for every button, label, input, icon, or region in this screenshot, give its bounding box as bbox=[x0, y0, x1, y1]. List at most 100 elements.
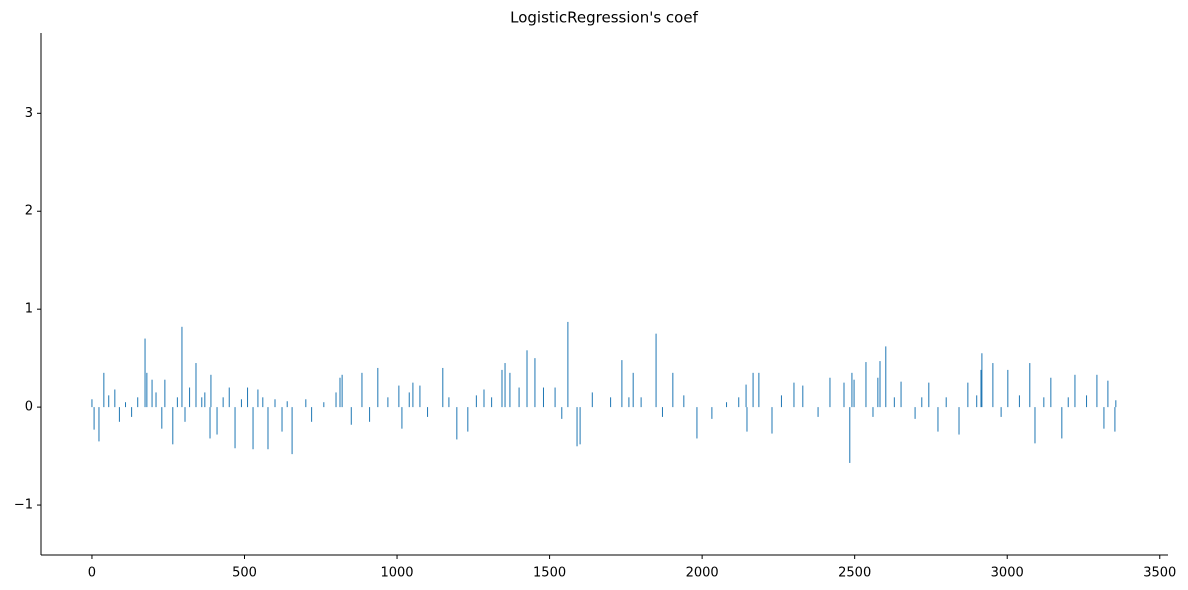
bar bbox=[144, 338, 146, 408]
bar bbox=[509, 372, 511, 408]
bar bbox=[921, 397, 923, 408]
bar bbox=[103, 372, 105, 408]
bar bbox=[1067, 397, 1069, 408]
bar bbox=[209, 407, 211, 439]
bar bbox=[640, 397, 642, 408]
bar bbox=[746, 407, 748, 432]
x-tick-label: 500 bbox=[232, 566, 257, 581]
bar bbox=[1114, 407, 1116, 432]
bar bbox=[252, 407, 254, 450]
x-tick-label: 2500 bbox=[838, 566, 871, 581]
bar bbox=[262, 397, 264, 408]
bar bbox=[1007, 369, 1009, 408]
bar bbox=[281, 407, 283, 432]
bar bbox=[865, 362, 867, 408]
bar bbox=[542, 387, 544, 408]
bar bbox=[711, 407, 713, 419]
bar bbox=[853, 379, 855, 408]
bar bbox=[1034, 407, 1036, 444]
bar bbox=[534, 358, 536, 408]
bar bbox=[1074, 374, 1076, 408]
bar bbox=[257, 389, 259, 408]
bar bbox=[201, 397, 203, 408]
bar bbox=[475, 395, 477, 408]
bar bbox=[222, 397, 224, 408]
x-tick-label: 3500 bbox=[1143, 566, 1176, 581]
bar bbox=[504, 363, 506, 408]
bar bbox=[1103, 407, 1105, 429]
bar bbox=[655, 333, 657, 408]
bar bbox=[161, 407, 163, 429]
bar bbox=[1043, 397, 1045, 408]
x-tick-label: 1000 bbox=[380, 566, 413, 581]
bar bbox=[176, 397, 178, 408]
bar bbox=[305, 399, 307, 408]
bar bbox=[752, 372, 754, 408]
bar bbox=[518, 387, 520, 408]
bar bbox=[879, 361, 881, 408]
bar bbox=[155, 392, 157, 408]
bar bbox=[877, 377, 879, 408]
bar bbox=[267, 407, 269, 450]
bar bbox=[369, 407, 371, 422]
bar bbox=[408, 392, 410, 408]
bar bbox=[125, 402, 127, 408]
bar bbox=[228, 387, 230, 408]
bar bbox=[189, 387, 191, 408]
bar bbox=[131, 407, 133, 417]
bar bbox=[311, 407, 313, 422]
bar bbox=[872, 407, 874, 417]
bar bbox=[412, 382, 414, 408]
bar bbox=[291, 407, 293, 455]
bar bbox=[240, 399, 242, 408]
bar bbox=[442, 367, 444, 408]
bar bbox=[980, 369, 982, 408]
bar bbox=[945, 397, 947, 408]
bar bbox=[339, 377, 341, 408]
bar bbox=[793, 382, 795, 408]
bar bbox=[976, 395, 978, 408]
x-tick-label: 0 bbox=[88, 566, 96, 581]
x-tick-label: 2000 bbox=[686, 566, 719, 581]
bar bbox=[937, 407, 939, 432]
bar bbox=[483, 389, 485, 408]
bar bbox=[398, 385, 400, 408]
bar bbox=[802, 385, 804, 408]
bar bbox=[928, 382, 930, 408]
bar bbox=[683, 395, 685, 408]
bar bbox=[628, 397, 630, 408]
bar bbox=[114, 389, 116, 408]
bar bbox=[210, 374, 212, 408]
bar bbox=[726, 402, 728, 408]
bar bbox=[216, 407, 218, 435]
bar bbox=[427, 407, 429, 417]
bar bbox=[93, 407, 95, 430]
bar bbox=[843, 382, 845, 408]
bar bbox=[335, 392, 337, 408]
bar bbox=[967, 382, 969, 408]
bar bbox=[401, 407, 403, 429]
bar bbox=[738, 397, 740, 408]
bar bbox=[771, 407, 773, 434]
bar bbox=[561, 407, 563, 419]
bar bbox=[1115, 400, 1117, 408]
bar bbox=[672, 372, 674, 408]
bar bbox=[893, 397, 895, 408]
bar bbox=[1050, 377, 1052, 408]
bar bbox=[350, 407, 352, 425]
y-tick-label: 0 bbox=[25, 400, 33, 415]
bar bbox=[579, 407, 581, 445]
y-tick-label: −1 bbox=[14, 498, 33, 513]
bar bbox=[195, 363, 197, 408]
bar bbox=[661, 407, 663, 417]
bar bbox=[780, 395, 782, 408]
bar bbox=[1096, 374, 1098, 408]
bar bbox=[137, 397, 139, 408]
bar bbox=[274, 399, 276, 408]
bar bbox=[98, 407, 100, 442]
bar bbox=[745, 384, 747, 408]
y-tick-label: 1 bbox=[25, 302, 33, 317]
bar bbox=[341, 374, 343, 408]
bar bbox=[181, 326, 183, 408]
bar bbox=[758, 372, 760, 408]
